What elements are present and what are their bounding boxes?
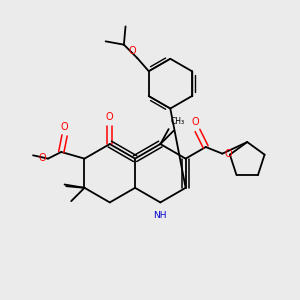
Text: O: O (128, 46, 136, 56)
Text: O: O (106, 112, 114, 122)
Text: O: O (224, 148, 232, 159)
Text: CH₃: CH₃ (170, 117, 184, 126)
Text: NH: NH (154, 211, 167, 220)
Text: O: O (61, 122, 68, 132)
Text: O: O (39, 153, 46, 163)
Text: O: O (192, 117, 200, 127)
